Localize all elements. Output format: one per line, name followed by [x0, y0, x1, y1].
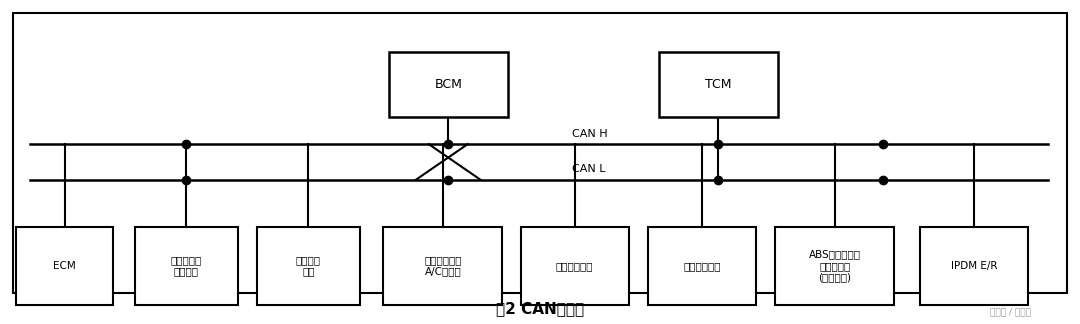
Text: BCM: BCM	[434, 78, 462, 91]
Text: 头条号 / 汽修君: 头条号 / 汽修君	[990, 307, 1031, 316]
Bar	[648, 227, 756, 305]
Text: 一体化仪表和
A/C放大器: 一体化仪表和 A/C放大器	[424, 255, 461, 276]
Bar	[135, 227, 238, 305]
Bar	[257, 227, 360, 305]
Bar	[659, 52, 778, 117]
Text: CAN H: CAN H	[572, 129, 608, 139]
Text: 智能钥匙
单元: 智能钥匙 单元	[296, 255, 321, 276]
Text: ECM: ECM	[53, 261, 77, 271]
Text: 驾驶员座位
控制单元: 驾驶员座位 控制单元	[171, 255, 202, 276]
Text: 显示控制单元: 显示控制单元	[684, 261, 720, 271]
Text: IPDM E/R: IPDM E/R	[950, 261, 998, 271]
Bar	[389, 52, 508, 117]
Text: 数据连接接口: 数据连接接口	[556, 261, 593, 271]
Bar	[775, 227, 894, 305]
Bar	[13, 13, 1067, 293]
Bar	[16, 227, 113, 305]
Text: ABS系统执行器
和电气单元
(控制单元): ABS系统执行器 和电气单元 (控制单元)	[809, 249, 861, 282]
Bar	[920, 227, 1028, 305]
Text: 图2 CAN电路图: 图2 CAN电路图	[496, 301, 584, 316]
Bar	[521, 227, 629, 305]
Text: CAN L: CAN L	[572, 164, 606, 174]
Text: TCM: TCM	[705, 78, 731, 91]
Bar	[383, 227, 502, 305]
